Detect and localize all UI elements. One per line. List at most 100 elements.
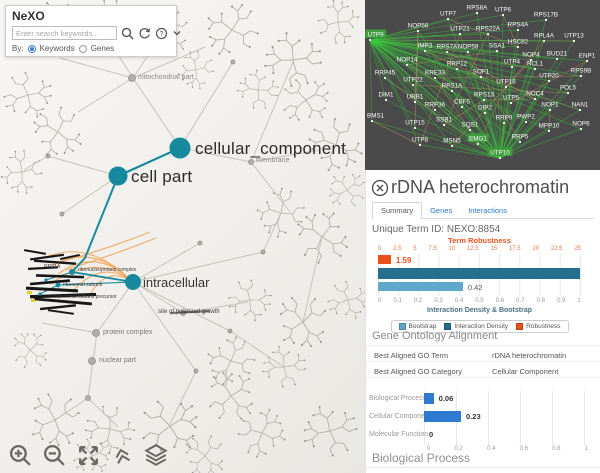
gene-node-label[interactable]: RCL1 [527,61,544,68]
gene-node-label[interactable]: NOP58 [458,44,479,51]
gene-node-label[interactable]: NOP14 [397,57,418,64]
gene-node-label[interactable]: BMS1 [367,113,385,120]
node-label-membrane[interactable]: membrane [256,157,290,164]
gene-node-label[interactable]: UTP10 [490,150,510,157]
gene-node-label[interactable]: RRP12 [447,61,468,68]
app-title: NeXO [12,9,45,23]
tick-label: 5 [413,246,417,252]
reset-icon[interactable] [138,27,151,40]
gene-node-label[interactable]: MSN5 [443,138,461,145]
gene-node-label[interactable]: UTP18 [496,79,516,86]
gene-node-label[interactable]: RRP5 [512,134,529,141]
tab-summary[interactable]: Summary [372,202,423,219]
gene-node-label[interactable]: RPS8A [467,5,488,12]
cluster-label[interactable]: RPS1A [44,264,61,270]
gene-node-label[interactable]: RPS9B [571,68,592,75]
gene-node-label[interactable]: SSA1 [489,43,506,50]
gene-node-label[interactable]: UTP8 [412,137,429,144]
selected-nodes[interactable] [38,137,191,296]
gene-node-label[interactable]: URB1 [407,94,424,101]
gene-node-label[interactable]: SQS1 [462,122,479,129]
radio-keywords-label[interactable]: Keywords [39,44,75,53]
row-value: Cellular Component [492,367,559,376]
close-icon[interactable] [371,179,389,197]
chevron-down-icon[interactable] [172,28,182,38]
gene-node-label[interactable]: DIM1 [378,92,394,99]
gene-node-label[interactable]: SSB1 [436,117,453,124]
gene-node-label[interactable]: RRP9 [496,115,513,122]
gene-node-label[interactable]: UTP15 [405,120,425,127]
radio-genes-label[interactable]: Genes [90,44,115,53]
cluster-label[interactable]: ribosomal subunit precursor [55,294,117,300]
node-label-protein-complex[interactable]: protein complex [103,329,153,336]
gene-node-label[interactable]: RRP45 [375,70,396,77]
gene-node-label[interactable]: UTP22 [403,77,423,84]
gene-node-label[interactable]: NOC4 [526,91,544,98]
gene-node-label[interactable]: UTP21 [450,26,470,33]
gene-node-label[interactable]: NOP4 [522,52,540,59]
cluster-label[interactable]: ribonucleoprotein complex [78,267,137,273]
gene-node-label[interactable]: BUD21 [547,51,568,58]
help-icon[interactable]: ? [155,27,168,40]
zoom-in-icon[interactable] [8,443,33,468]
tick-label: 0.1 [393,298,402,304]
gene-node-label[interactable]: NOP56 [408,23,429,30]
ontology-canvas[interactable]: RPS1A ribonucleoprotein complex ribosomal … [0,0,365,473]
gene-node-label[interactable]: RPS17B [534,12,558,19]
node-label-mitochondrial-part[interactable]: mitochondrial part [138,74,194,81]
gene-node-label[interactable]: UTP13 [564,33,584,40]
gene-node-label[interactable]: HSC82 [508,39,529,46]
gene-node-label[interactable]: RPS1A [442,83,463,90]
zoom-out-icon[interactable] [42,443,67,468]
tick-label: 0.2 [413,298,423,304]
gene-node-label[interactable]: ENP1 [579,53,596,60]
gene-node-label[interactable]: UTP6 [495,7,512,14]
tick-label: 7.5 [428,246,437,252]
gene-node-label[interactable]: SOF1 [473,69,490,76]
gene-interaction-panel[interactable]: UTP9 UTP7 NOP56 UTP21 IMP3 RPS7A NOP58 RPS8A UTP… [365,0,600,170]
divider [366,345,600,346]
tab-genes[interactable]: Genes [430,206,453,215]
gene-node-label[interactable]: NOP6 [572,121,590,128]
gene-node-label[interactable]: NAN1 [572,102,589,109]
gene-node-label[interactable]: NOP1 [541,102,559,109]
fit-to-screen-icon[interactable] [76,443,101,468]
tick-label: 0.7 [516,298,525,304]
gene-node-label[interactable]: UTP7 [440,11,457,18]
radio-genes[interactable] [78,44,87,53]
gene-node-label[interactable]: RPS4A [508,22,529,29]
gene-node-label[interactable]: PWP2 [517,114,535,121]
tab-interactions[interactable]: Interactions [468,206,507,215]
gene-node-label[interactable]: DIP2 [478,105,492,112]
gene-node-label[interactable]: RPL4A [534,33,555,40]
gene-node-label[interactable]: UTP4 [504,59,521,66]
gene-node-label[interactable]: RRP36 [425,102,446,109]
robustness-value: 1.59 [395,256,412,265]
node-label-nuclear-part[interactable]: nuclear part [99,357,136,364]
gene-node-label[interactable]: RPS7A [437,44,458,51]
gene-node-label[interactable]: MPP10 [539,123,560,130]
gene-node-label[interactable]: RPS13 [474,92,494,99]
tick-label: 2.5 [393,246,402,252]
tree-edges [23,23,323,428]
layers-icon[interactable] [143,442,169,468]
detail-tabs: Summary Genes Interactions [372,201,594,219]
node-label-intracellular[interactable]: intracellular [143,275,210,290]
gene-node-label[interactable]: POL5 [560,85,577,92]
gene-node-label[interactable]: IMP3 [418,43,433,50]
radio-keywords[interactable] [27,44,36,53]
node-label-cell-part[interactable]: cell part [131,167,193,186]
gene-node-label[interactable]: EMG1 [469,136,487,143]
cluster-label[interactable]: ribosomal subunit [63,282,103,288]
node-label-site-of-polarized-growth[interactable]: site of polarized growth [158,309,220,315]
gene-node-label[interactable]: UTP20 [539,73,559,80]
gene-node-label[interactable]: UTP5 [503,95,520,102]
expand-all-icon[interactable] [107,440,136,469]
gene-node-label[interactable]: RPS22A [476,26,501,33]
search-input[interactable] [12,26,117,40]
gene-node-label[interactable]: CBF5 [454,99,471,106]
node-label-cellular-component[interactable]: cellular_component [195,139,347,158]
search-icon[interactable] [121,27,134,40]
gene-node-label[interactable]: KRE33 [425,70,445,77]
gene-node-label[interactable]: UTP9 [368,32,385,39]
